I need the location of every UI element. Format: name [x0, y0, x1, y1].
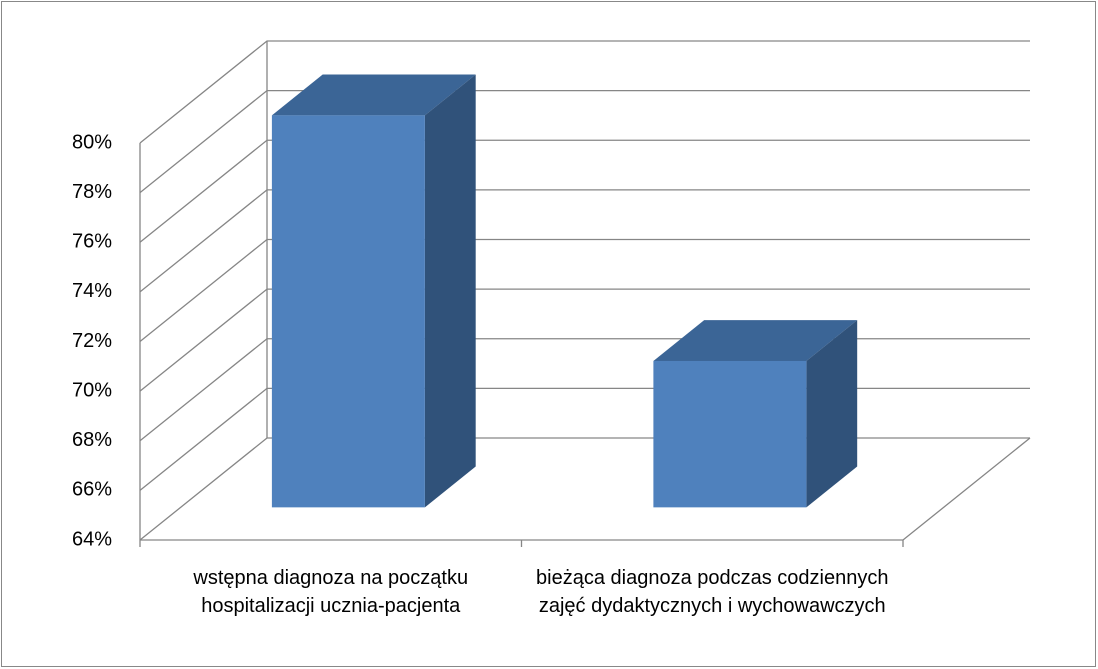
y-tick-label: 74% — [72, 280, 112, 302]
y-tick-label: 70% — [72, 379, 112, 401]
bar — [653, 360, 807, 508]
x-tick-label: bieżąca diagnoza podczas codziennych zaj… — [536, 567, 889, 617]
y-tick-label: 68% — [72, 429, 112, 451]
y-tick-label: 64% — [72, 528, 112, 550]
x-tick-label: wstępna diagnoza na początku hospitaliza… — [193, 567, 469, 617]
y-tick-label: 78% — [72, 181, 112, 203]
bar — [271, 115, 425, 508]
y-tick-label: 80% — [72, 131, 112, 153]
bar-side — [806, 320, 858, 508]
y-tick-label: 76% — [72, 231, 112, 253]
bar-top — [653, 320, 858, 361]
bar-side — [424, 74, 476, 508]
y-tick-label: 66% — [72, 479, 112, 501]
y-tick-label: 72% — [72, 330, 112, 352]
bar-top — [271, 74, 476, 116]
